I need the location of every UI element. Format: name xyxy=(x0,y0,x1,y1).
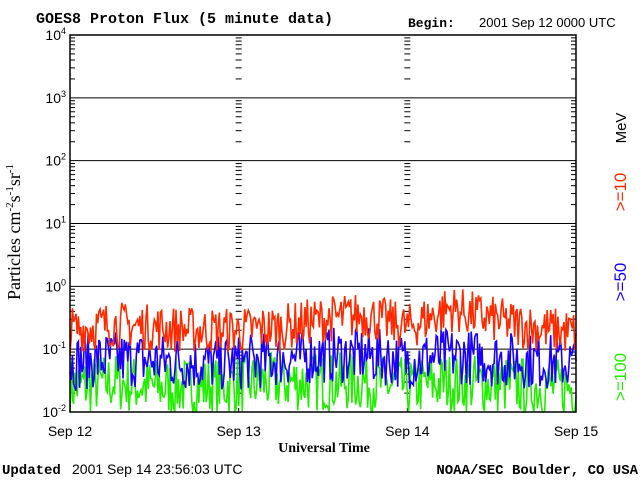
legend-ge10: >=10 xyxy=(611,173,630,212)
x-tick-labels: Sep 12 Sep 13 Sep 14 Sep 15 xyxy=(48,423,599,439)
begin-value: 2001 Sep 12 0000 UTC xyxy=(479,15,616,30)
y-tick-exponent: 4 xyxy=(61,26,66,36)
y-tick-label: 100 xyxy=(45,277,66,294)
x-tick-label: Sep 12 xyxy=(48,423,93,439)
updated-label: Updated xyxy=(2,463,61,479)
y-axis-label: Particles cm-2s-1sr-1 xyxy=(4,164,24,300)
legend-unit: MeV xyxy=(613,113,630,144)
legend-ge100: >=100 xyxy=(611,353,630,401)
y-tick-label: 10-2 xyxy=(42,403,66,420)
y-tick-base: 10 xyxy=(45,216,61,232)
credit: NOAA/SEC Boulder, CO USA xyxy=(436,463,638,479)
y-axis-label-part-3: sr xyxy=(4,173,24,186)
y-tick-label: 104 xyxy=(45,26,66,43)
y-axis-label-exp-1: -2 xyxy=(4,202,16,211)
y-axis-label-part-2: s xyxy=(4,195,24,202)
series-line-ge10 xyxy=(69,289,577,354)
y-axis-label-exp-3: -1 xyxy=(4,164,16,173)
y-tick-base: 10 xyxy=(45,278,61,294)
y-tick-base: 10 xyxy=(42,404,58,420)
y-tick-base: 10 xyxy=(42,341,58,357)
y-tick-base: 10 xyxy=(45,27,61,43)
grid xyxy=(70,37,576,412)
y-tick-exponent: -1 xyxy=(58,340,66,350)
y-tick-exponent: 3 xyxy=(61,89,66,99)
plot-frame xyxy=(69,34,577,413)
y-axis-label-part-1: Particles cm xyxy=(4,212,24,300)
y-tick-label: 103 xyxy=(45,89,66,106)
y-tick-exponent: 1 xyxy=(61,215,66,225)
y-tick-label: 102 xyxy=(45,152,66,169)
legend-ge50: >=50 xyxy=(611,263,630,302)
x-tick-label: Sep 14 xyxy=(385,423,430,439)
y-tick-exponent: 0 xyxy=(61,277,66,287)
begin-label: Begin: xyxy=(408,16,455,31)
y-tick-base: 10 xyxy=(45,153,61,169)
y-axis-label-exp-2: -1 xyxy=(4,186,16,195)
y-tick-exponent: -2 xyxy=(58,403,66,413)
y-tick-exponent: 2 xyxy=(61,152,66,162)
y-tick-label: 101 xyxy=(45,215,66,232)
x-tick-label: Sep 15 xyxy=(554,423,599,439)
y-tick-base: 10 xyxy=(45,90,61,106)
x-tick-label: Sep 13 xyxy=(216,423,261,439)
series-group xyxy=(69,289,577,414)
x-axis-label: Universal Time xyxy=(278,441,370,456)
updated-value: 2001 Sep 14 23:56:03 UTC xyxy=(72,461,242,477)
y-tick-label: 10-1 xyxy=(42,340,66,357)
chart-title: GOES8 Proton Flux (5 minute data) xyxy=(36,11,333,28)
